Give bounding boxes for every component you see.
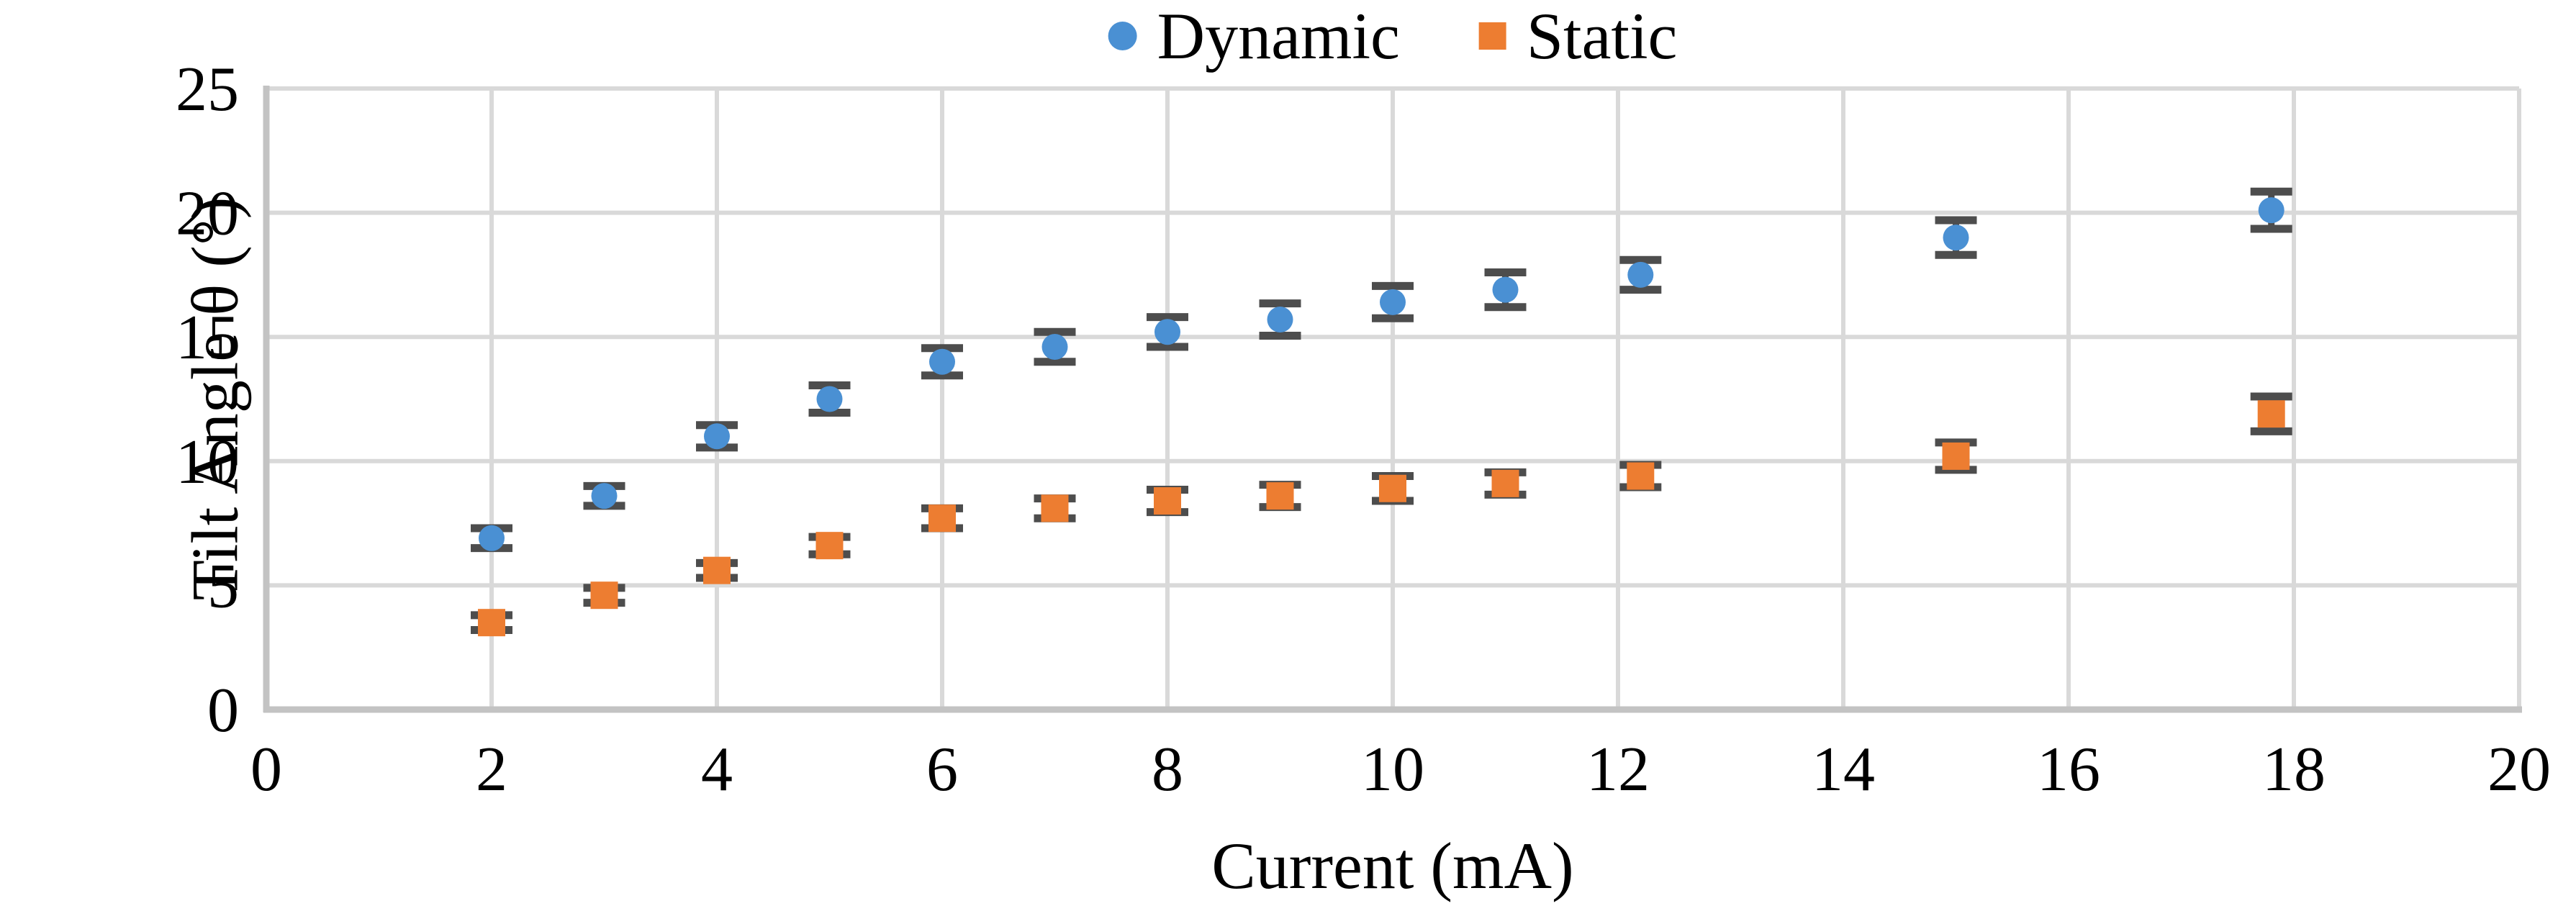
- static-point: [1041, 494, 1069, 522]
- dynamic-point: [929, 348, 955, 375]
- dynamic-point: [1492, 276, 1519, 303]
- y-tick-label: 5: [207, 551, 239, 621]
- dynamic-point: [1943, 225, 1969, 251]
- x-tick-label: 14: [1812, 735, 1875, 805]
- dynamic-point: [704, 423, 730, 450]
- static-point: [590, 581, 618, 610]
- static-markers: [478, 400, 2285, 637]
- dynamic-point: [591, 483, 618, 509]
- y-tick-label: 15: [176, 303, 239, 373]
- x-tick-label: 18: [2262, 735, 2326, 805]
- static-point: [1379, 474, 1406, 502]
- dynamic-point: [1154, 319, 1180, 345]
- static-point: [1942, 442, 1970, 470]
- x-tick-label: 6: [926, 735, 958, 805]
- x-tick-label: 2: [476, 735, 507, 805]
- y-tick-label: 0: [207, 676, 239, 746]
- static-point: [928, 504, 956, 533]
- gridlines: [264, 86, 2521, 712]
- dynamic-point: [479, 525, 505, 551]
- static-point: [1154, 487, 1181, 515]
- dynamic-markers: [479, 197, 2284, 551]
- y-tick-label: 20: [176, 179, 239, 249]
- legend-label-dynamic: Dynamic: [1157, 0, 1400, 73]
- dynamic-point: [1380, 289, 1406, 315]
- y-tick-label: 10: [176, 427, 239, 497]
- y-tick-labels: 0 5 10 15 20 25: [176, 55, 239, 746]
- x-tick-label: 0: [250, 735, 282, 805]
- x-tick-label: 8: [1152, 735, 1183, 805]
- x-tick-label: 4: [701, 735, 733, 805]
- legend-label-static: Static: [1526, 0, 1678, 73]
- dynamic-series-swatch-icon: [1108, 22, 1137, 50]
- static-point: [703, 556, 731, 584]
- x-tick-label: 10: [1361, 735, 1424, 805]
- y-axis-title: Tilt Angle θ (°): [178, 196, 252, 601]
- legend: Dynamic Static: [1108, 0, 1678, 73]
- static-point: [1266, 482, 1294, 510]
- static-series-swatch-icon: [1478, 22, 1506, 50]
- static-point: [815, 532, 844, 560]
- y-tick-label: 25: [176, 55, 239, 124]
- static-point: [478, 609, 505, 637]
- dynamic-point: [816, 386, 843, 412]
- dynamic-point: [2258, 197, 2284, 224]
- dynamic-point: [1627, 261, 1654, 288]
- legend-item-static: Static: [1478, 0, 1678, 73]
- dynamic-point: [1267, 307, 1293, 333]
- static-point: [1627, 462, 1655, 490]
- static-point: [1491, 469, 1519, 497]
- x-tick-label: 16: [2037, 735, 2100, 805]
- x-tick-labels: 0 2 4 6 8 10 12 14 16 18 20: [250, 735, 2551, 805]
- legend-item-dynamic: Dynamic: [1108, 3, 1400, 69]
- dynamic-point: [1041, 334, 1068, 361]
- x-axis-title: Current (mA): [1211, 829, 1574, 902]
- static-point: [2257, 400, 2285, 428]
- static-error-bars: [471, 392, 2292, 635]
- x-tick-label: 12: [1586, 735, 1650, 805]
- x-tick-label: 20: [2487, 735, 2551, 805]
